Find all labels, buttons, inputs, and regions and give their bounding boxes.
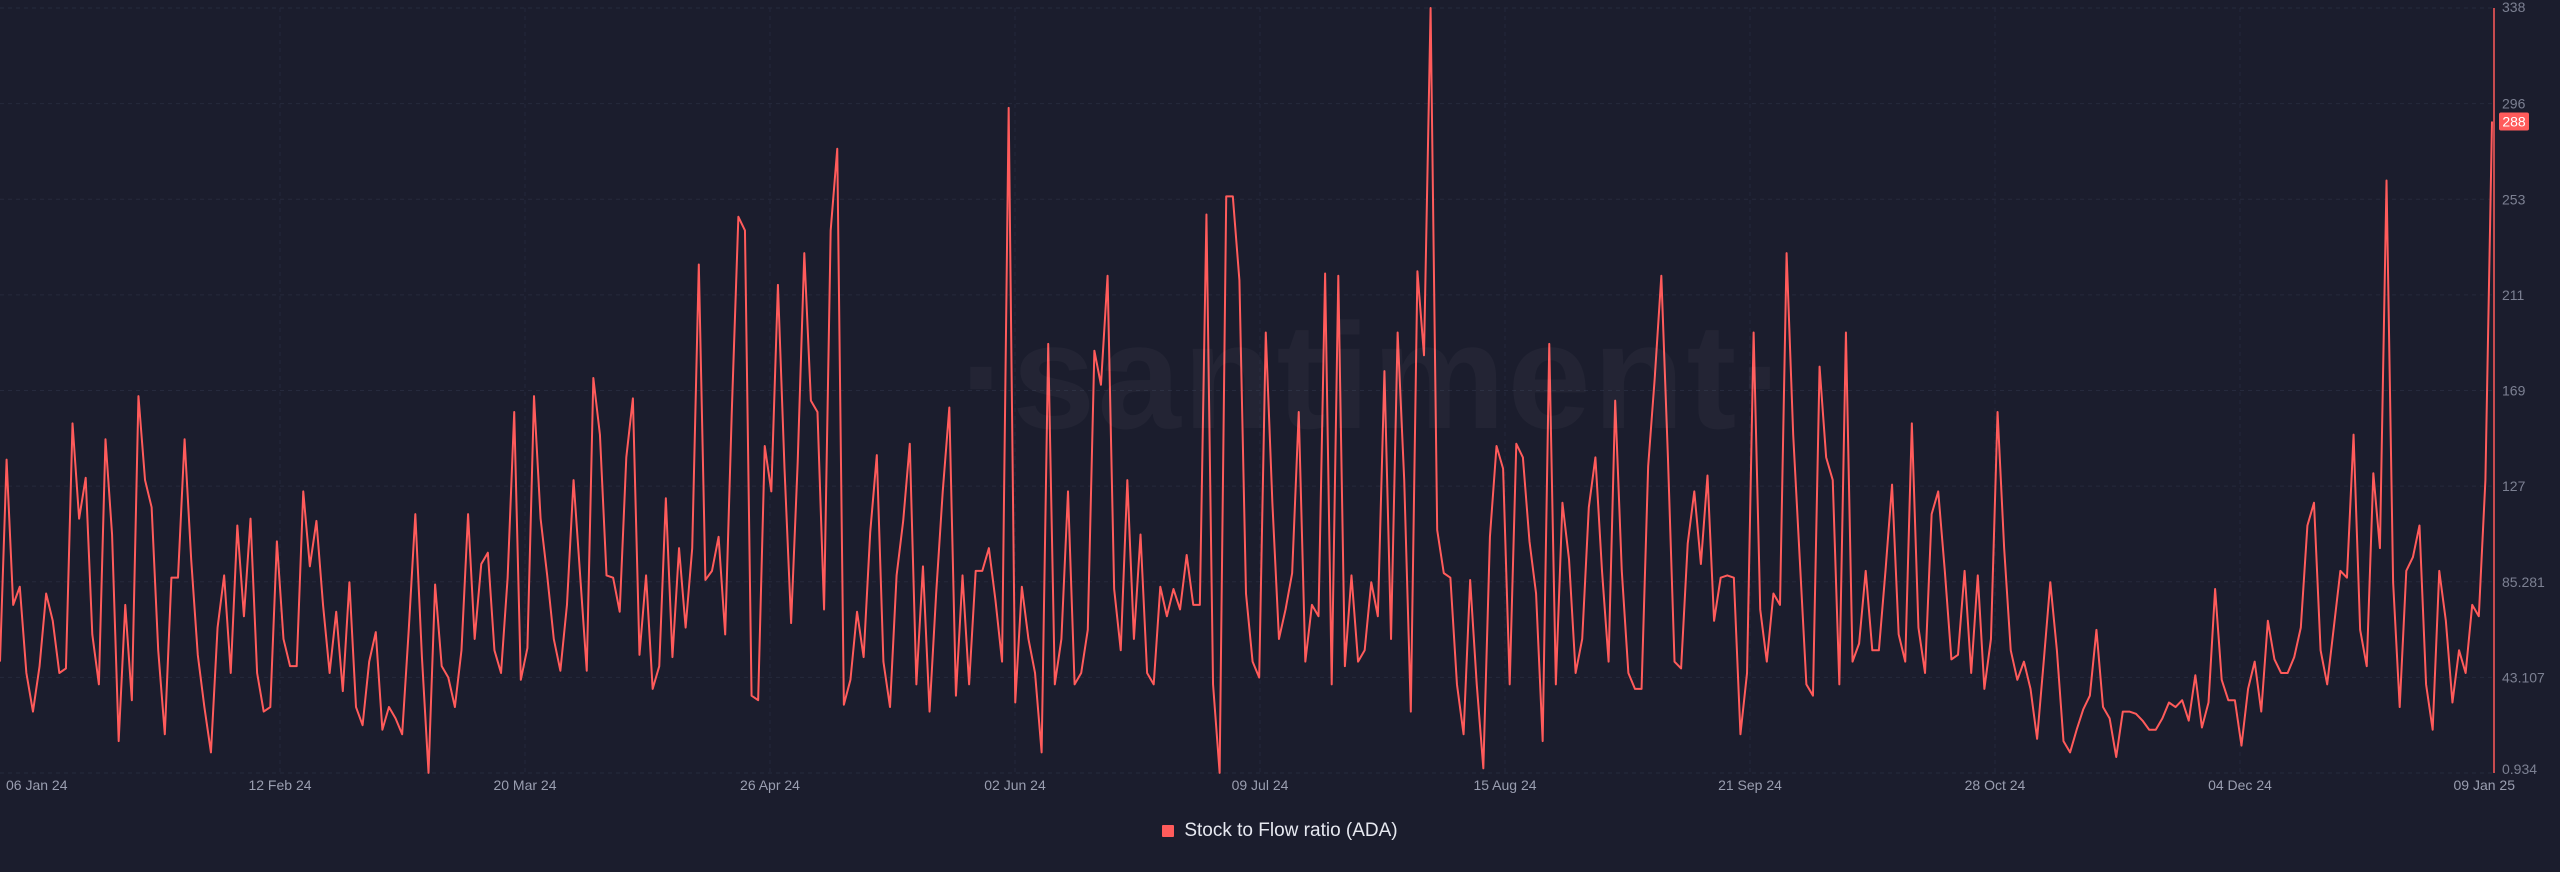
- legend[interactable]: Stock to Flow ratio (ADA): [0, 820, 2560, 842]
- y-tick-label: 169: [2502, 383, 2526, 399]
- legend-swatch: [1162, 825, 1175, 837]
- series-line: [0, 7, 2493, 774]
- x-tick-label: 04 Dec 24: [2208, 777, 2272, 793]
- y-tick-label: 127: [2502, 478, 2526, 494]
- last-value-label: 288: [2502, 113, 2526, 129]
- x-tick-label: 28 Oct 24: [1965, 777, 2026, 793]
- y-tick-label: 253: [2502, 191, 2526, 207]
- y-tick-label: 43.107: [2502, 669, 2545, 685]
- watermark: ·santiment·: [960, 290, 1790, 463]
- x-tick-label: 09 Jul 24: [1232, 777, 1289, 793]
- x-tick-label: 12 Feb 24: [248, 777, 311, 793]
- legend-label: Stock to Flow ratio (ADA): [1184, 820, 1398, 841]
- x-tick-label: 06 Jan 24: [6, 777, 68, 793]
- line-layer: [0, 7, 2493, 774]
- x-tick-label: 21 Sep 24: [1718, 777, 1782, 793]
- y-tick-label: 0.934: [2502, 761, 2537, 777]
- x-tick-label: 09 Jan 25: [2454, 777, 2516, 793]
- x-tick-label: 20 Mar 24: [493, 777, 556, 793]
- y-tick-label: 85.281: [2502, 574, 2545, 590]
- y-tick-label: 211: [2502, 287, 2525, 303]
- x-tick-label: 26 Apr 24: [740, 777, 800, 793]
- y-tick-label: 338: [2502, 0, 2526, 15]
- last-value-badge: [2499, 112, 2529, 131]
- x-tick-label: 15 Aug 24: [1473, 777, 1536, 793]
- y-tick-label: 296: [2502, 96, 2526, 112]
- x-tick-label: 02 Jun 24: [984, 777, 1046, 793]
- axis-layer: 338 296 253 211 169 127 85.281 43.107 0.934 06 Ja…: [6, 0, 2545, 793]
